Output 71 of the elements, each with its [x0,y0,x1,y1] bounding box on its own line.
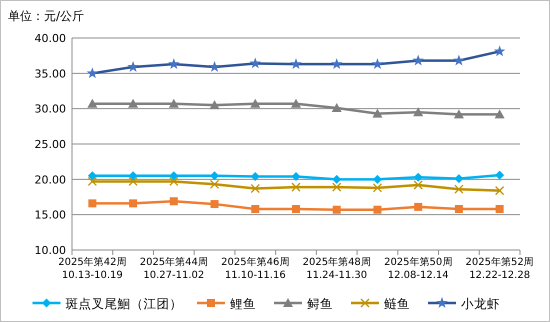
point [332,206,341,214]
y-tick-label: 15.00 [34,208,66,222]
point [494,186,504,196]
point [86,67,98,78]
point [454,184,464,194]
point [413,107,424,116]
point [292,172,300,182]
point [168,98,179,108]
y-tick-label: 35.00 [34,67,66,80]
point [250,57,261,68]
point [494,109,505,118]
point [210,100,220,110]
point [414,180,423,190]
point [250,172,260,182]
y-tick-label: 10.00 [34,244,66,257]
point [412,54,424,66]
legend-label: 鲟鱼 [307,296,333,311]
point [170,197,178,206]
point [88,199,96,208]
point [372,108,382,118]
point [414,202,422,211]
point [373,206,382,214]
x-tick-label: 2025年第46周 11.10-11.16 [221,256,290,281]
point [292,205,300,214]
point [454,205,463,214]
point [127,60,139,72]
point [128,176,138,186]
x-tick-label: 2025年第52周 12.22-12.28 [466,256,534,281]
point [291,98,301,108]
point [88,171,97,180]
x-tick-label: 2025年第44周 10.27-11.02 [140,256,208,281]
y-tick-label: 20.00 [34,173,66,186]
point [210,180,220,189]
legend-label: 小龙虾 [461,296,500,311]
point [251,205,260,214]
x-tick-label: 2025年第50周 12.08-12.14 [384,256,452,281]
x-tick-label: 2025年第48周 11.24-11.30 [302,256,371,281]
x-tick-label: 2025年第42周 10.13-10.19 [58,256,126,281]
y-tick-label: 30.00 [34,102,66,116]
point [454,174,464,184]
point [372,183,382,192]
point [496,205,504,214]
point [169,176,178,186]
point [453,54,465,66]
y-tick-label: 25.00 [34,138,66,151]
point [494,45,506,56]
point [332,102,342,112]
point [290,58,302,69]
legend-label: 鲢鱼 [384,296,410,311]
point [291,182,301,192]
point [250,184,260,194]
point [88,176,98,186]
point [168,58,180,69]
point [372,58,384,69]
point [331,58,342,69]
point [210,171,220,180]
point [208,60,220,72]
point [250,98,260,108]
point [210,200,219,208]
point [87,98,98,108]
point [332,174,342,184]
point [332,182,342,192]
y-tick-label: 40.00 [34,32,66,45]
point [128,98,138,108]
point [129,199,138,208]
point [495,170,504,180]
chart-title: 单位：元/公斤 [8,9,84,23]
point [454,109,464,118]
legend-label: 鲤鱼 [230,296,256,311]
point [414,172,423,182]
legend-label: 斑点叉尾鮰（江团） [66,296,182,311]
